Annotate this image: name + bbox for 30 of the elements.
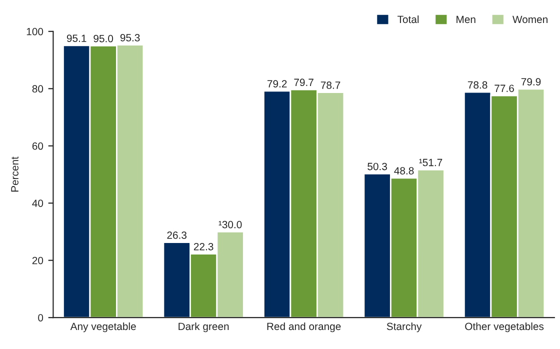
data-label: 26.3 [167, 232, 187, 239]
data-label: ¹30.0 [218, 220, 242, 228]
legend-label: Total [398, 15, 419, 24]
y-tick-label: 40 [32, 200, 44, 207]
y-tick-label: 20 [32, 256, 44, 264]
data-label: 95.0 [94, 34, 114, 42]
data-label: 77.6 [494, 84, 514, 92]
data-label: 95.1 [66, 34, 86, 42]
data-label: 50.3 [368, 162, 387, 170]
data-label: 79.2 [267, 80, 287, 88]
x-tick-label: Red and orange [267, 322, 341, 332]
x-tick-label: Other vegetables [465, 322, 544, 332]
data-label: 78.8 [468, 81, 488, 89]
legend-label: Men [456, 16, 476, 24]
y-tick-label: 100 [26, 28, 44, 36]
legend-label: Women [512, 16, 548, 24]
y-tick-label: 60 [32, 142, 44, 150]
data-label: ¹51.7 [419, 158, 442, 166]
data-label: 95.3 [120, 34, 140, 42]
data-label: 78.7 [320, 82, 340, 89]
y-tick-label: 80 [32, 85, 44, 93]
data-label: 22.3 [194, 242, 214, 250]
y-tick-label: 0 [38, 314, 44, 322]
x-tick-label: Any vegetable [70, 322, 136, 332]
data-label: 79.9 [521, 78, 541, 86]
x-tick-label: Starchy [386, 322, 422, 332]
data-label: 79.7 [294, 78, 314, 86]
y-axis-title: Percent [11, 156, 18, 192]
data-label: 48.8 [394, 167, 414, 174]
x-tick-label: Dark green [178, 322, 229, 332]
